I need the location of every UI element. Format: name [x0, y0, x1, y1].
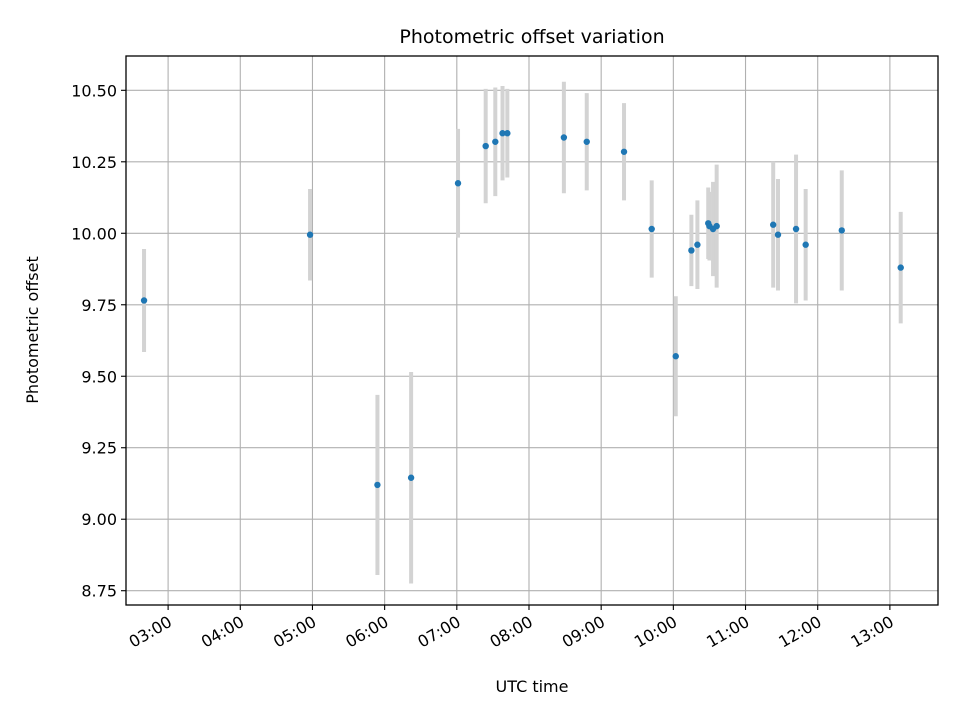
data-point [897, 264, 904, 271]
y-tick-label: 9.50 [81, 367, 117, 386]
y-tick-label: 9.75 [81, 296, 117, 315]
data-point [774, 231, 782, 238]
data-point [306, 231, 314, 238]
data-point [713, 222, 720, 230]
data-point [838, 227, 845, 234]
data-point [482, 142, 489, 150]
y-tick-label: 9.00 [81, 510, 117, 529]
data-point [769, 221, 777, 228]
data-point [407, 474, 415, 481]
data-point [648, 225, 655, 233]
chart-title: Photometric offset variation [399, 26, 664, 48]
data-point [694, 241, 701, 248]
data-point [802, 241, 809, 248]
y-tick-label: 8.75 [81, 582, 117, 601]
y-tick-label: 10.00 [71, 224, 117, 243]
data-point [504, 130, 511, 137]
y-tick-label: 10.50 [71, 81, 117, 100]
y-axis-label: Photometric offset [23, 256, 42, 404]
data-point [454, 180, 462, 187]
data-point [792, 225, 800, 233]
data-point [688, 247, 695, 254]
grid [126, 56, 938, 605]
data-point [672, 353, 679, 360]
x-axis-label: UTC time [496, 677, 569, 696]
data-point [583, 138, 590, 145]
y-tick-label: 9.25 [81, 439, 117, 458]
data-point [492, 138, 499, 145]
y-axis-ticks: 8.75 9.00 9.25 9.50 9.75 10.00 10.25 10.50 [71, 81, 126, 601]
y-tick-label: 10.25 [71, 153, 117, 172]
data-point [374, 481, 381, 489]
data-point [499, 130, 506, 137]
data-point [620, 148, 628, 155]
data-point [560, 134, 568, 141]
point-group [140, 130, 904, 489]
plot-frame [125, 55, 939, 606]
data-point [140, 297, 148, 304]
